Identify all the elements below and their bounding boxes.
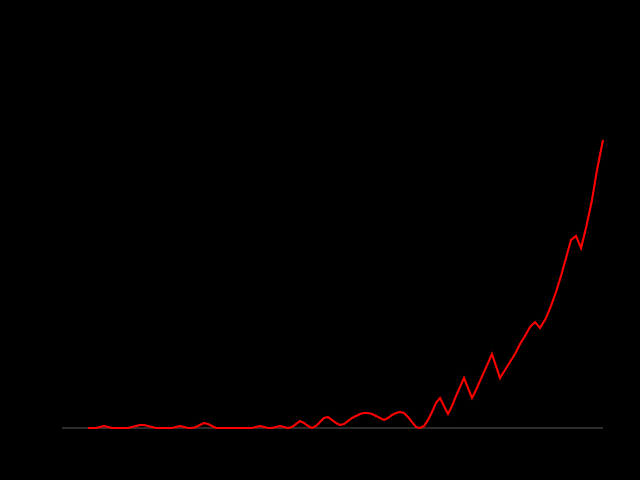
series-line-1: [88, 139, 605, 430]
